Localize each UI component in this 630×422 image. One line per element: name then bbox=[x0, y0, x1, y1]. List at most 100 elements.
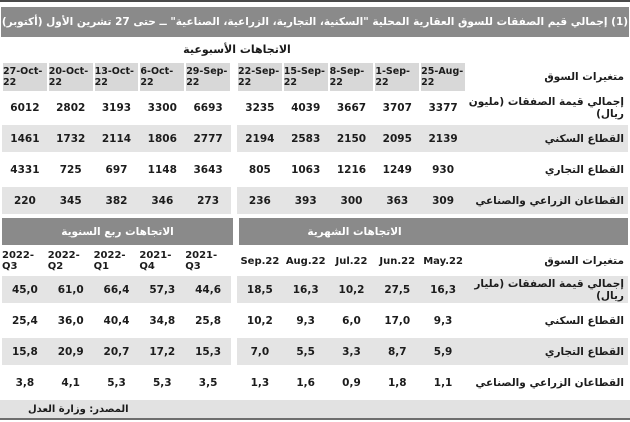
monthly-section-title: الاتجاهات الشهرية bbox=[307, 225, 402, 238]
weekly-cell: 3643 bbox=[193, 163, 223, 176]
qm-cell: 20,7 bbox=[93, 338, 140, 365]
quarterly-section-title: الاتجاهات ربع السنوية bbox=[2, 218, 233, 245]
weekly-col-header: 6-Oct-22 bbox=[140, 63, 185, 91]
qm-col-header: 2021-Q4 bbox=[139, 250, 172, 272]
qm-cell: 17,0 bbox=[384, 314, 411, 327]
page-title: جدول (1) إجمالي قيم الصفقات للسوق العقار… bbox=[1, 7, 629, 37]
qm-col-header: 2022-Q1 bbox=[93, 250, 126, 272]
column-group-divider bbox=[230, 63, 237, 91]
qm-cell: 3,3 bbox=[328, 338, 375, 365]
qm-row-label: إجمالي قيمة الصفقات (مليار ريال) bbox=[465, 276, 628, 303]
weekly-cell: 3235 bbox=[245, 101, 275, 114]
weekly-col-header: 13-Oct-22 bbox=[94, 63, 139, 91]
qm-col-header: Aug.22 bbox=[285, 255, 326, 267]
qm-data-row: 3,8 4,1 5,3 5,3 3,5 1,3 1,6 0,9 1,8 1,1 القطاعان ا… bbox=[2, 369, 628, 396]
qm-col-header: May.22 bbox=[423, 255, 463, 267]
weekly-row-header: متغيرات السوق bbox=[544, 71, 624, 83]
monthly-section-band: الاتجاهات الشهرية bbox=[239, 218, 628, 245]
qm-cell: 1,3 bbox=[250, 376, 270, 389]
column-group-divider bbox=[233, 218, 239, 245]
column-group-divider bbox=[230, 187, 237, 214]
qm-cell: 5,3 bbox=[107, 376, 126, 389]
weekly-col-header: 1-Sep-22 bbox=[375, 63, 420, 91]
qm-row-label: القطاع التجاري bbox=[465, 338, 628, 365]
qm-col-header: 2022-Q2 bbox=[47, 250, 80, 272]
qm-cell: 15,3 bbox=[185, 338, 231, 365]
weekly-row-label: القطاع السكني bbox=[465, 125, 628, 152]
weekly-data-row: 1461 1732 2114 1806 2777 2194 2583 2150 2095 2139… bbox=[2, 125, 628, 152]
weekly-cell: 697 bbox=[105, 163, 128, 176]
source-note: المصدر: وزارة العدل bbox=[28, 403, 129, 415]
quarterly-monthly-table: 2022-Q3 2022-Q2 2022-Q1 2021-Q4 2021-Q3 Sep.2… bbox=[0, 248, 630, 396]
weekly-data-row: 220 345 382 346 273 236 393 300 363 309 القطاعان ا… bbox=[2, 187, 628, 214]
qm-cell: 57,3 bbox=[139, 276, 186, 303]
qm-cell: 36,0 bbox=[57, 314, 84, 327]
weekly-cell: 1732 bbox=[47, 125, 94, 152]
column-group-divider bbox=[230, 125, 237, 152]
weekly-cell: 1249 bbox=[382, 163, 412, 176]
qm-cell: 7,0 bbox=[236, 338, 283, 365]
weekly-cell: 2777 bbox=[185, 125, 231, 152]
weekly-cell: 805 bbox=[248, 163, 271, 176]
qm-cell: 16,3 bbox=[282, 276, 329, 303]
top-border-line bbox=[0, 0, 630, 2]
qm-cell: 10,2 bbox=[328, 276, 375, 303]
weekly-cell: 2114 bbox=[93, 125, 140, 152]
weekly-cell: 3300 bbox=[147, 101, 177, 114]
qm-cell: 6,0 bbox=[342, 314, 361, 327]
qm-cell: 8,7 bbox=[374, 338, 421, 365]
weekly-section-title-wrap: الاتجاهات الأسبوعية bbox=[2, 43, 472, 57]
weekly-cell: 1461 bbox=[2, 125, 48, 152]
qm-row-label: القطاعان الزراعي والصناعي bbox=[475, 376, 624, 389]
qm-cell: 3,5 bbox=[198, 376, 218, 389]
qm-cell: 5,9 bbox=[420, 338, 466, 365]
weekly-col-header: 15-Sep-22 bbox=[283, 63, 328, 91]
qm-cell: 20,9 bbox=[47, 338, 94, 365]
weekly-row-label: إجمالي قيمة الصفقات (مليون ريال) bbox=[468, 95, 624, 120]
weekly-cell: 2150 bbox=[328, 125, 375, 152]
weekly-cell: 3667 bbox=[336, 101, 367, 114]
weekly-cell: 725 bbox=[59, 163, 82, 176]
qm-cell: 45,0 bbox=[2, 276, 48, 303]
weekly-col-header: 29-Sep-22 bbox=[186, 63, 230, 91]
weekly-header-row: 27-Oct-22 20-Oct-22 13-Oct-22 6-Oct-22 29-Se… bbox=[2, 63, 628, 91]
weekly-cell: 2802 bbox=[56, 101, 86, 114]
weekly-cell: 6693 bbox=[193, 101, 223, 114]
weekly-data-row: 4331 725 697 1148 3643 805 1063 1216 1249 930 القط… bbox=[2, 156, 628, 183]
qm-cell: 1,8 bbox=[387, 376, 407, 389]
qm-cell: 25,4 bbox=[11, 314, 38, 327]
weekly-cell: 220 bbox=[2, 187, 48, 214]
weekly-cell: 363 bbox=[374, 187, 421, 214]
qm-cell: 3,8 bbox=[15, 376, 35, 389]
source-note-bar: المصدر: وزارة العدل bbox=[0, 400, 630, 420]
weekly-cell: 382 bbox=[93, 187, 140, 214]
weekly-cell: 393 bbox=[282, 187, 329, 214]
qm-col-header: 2022-Q3 bbox=[2, 250, 34, 272]
qm-col-header: Sep.22 bbox=[240, 255, 280, 267]
weekly-cell: 2095 bbox=[374, 125, 421, 152]
weekly-cell: 345 bbox=[47, 187, 94, 214]
qm-cell: 5,3 bbox=[152, 376, 172, 389]
column-group-divider bbox=[230, 156, 237, 183]
qm-cell: 61,0 bbox=[47, 276, 94, 303]
qm-col-header: Jun.22 bbox=[379, 255, 416, 267]
weekly-cell: 4331 bbox=[10, 163, 40, 176]
column-group-divider bbox=[230, 369, 237, 396]
qm-cell: 15,8 bbox=[2, 338, 48, 365]
weekly-cell: 346 bbox=[139, 187, 186, 214]
column-group-divider bbox=[230, 276, 237, 303]
qm-data-row: 25,4 36,0 40,4 34,8 25,8 10,2 9,3 6,0 17,0 9,3 الق… bbox=[2, 307, 628, 334]
qm-cell: 18,5 bbox=[236, 276, 283, 303]
qm-cell: 66,4 bbox=[93, 276, 140, 303]
qm-data-row: 45,0 61,0 66,4 57,3 44,6 18,5 16,3 10,2 27,5 16,3… bbox=[2, 276, 628, 303]
weekly-trends-table: 27-Oct-22 20-Oct-22 13-Oct-22 6-Oct-22 29-Se… bbox=[0, 63, 630, 214]
qm-row-header: متغيرات السوق bbox=[544, 255, 624, 267]
qm-cell: 10,2 bbox=[246, 314, 273, 327]
weekly-row-label: القطاع التجاري bbox=[544, 163, 624, 176]
qm-cell: 25,8 bbox=[195, 314, 222, 327]
weekly-col-header: 25-Aug-22 bbox=[421, 63, 465, 91]
section-header-band: الاتجاهات ربع السنوية الاتجاهات الشهرية bbox=[2, 218, 628, 245]
column-group-divider bbox=[230, 248, 237, 274]
weekly-col-header: 22-Sep-22 bbox=[237, 63, 282, 91]
